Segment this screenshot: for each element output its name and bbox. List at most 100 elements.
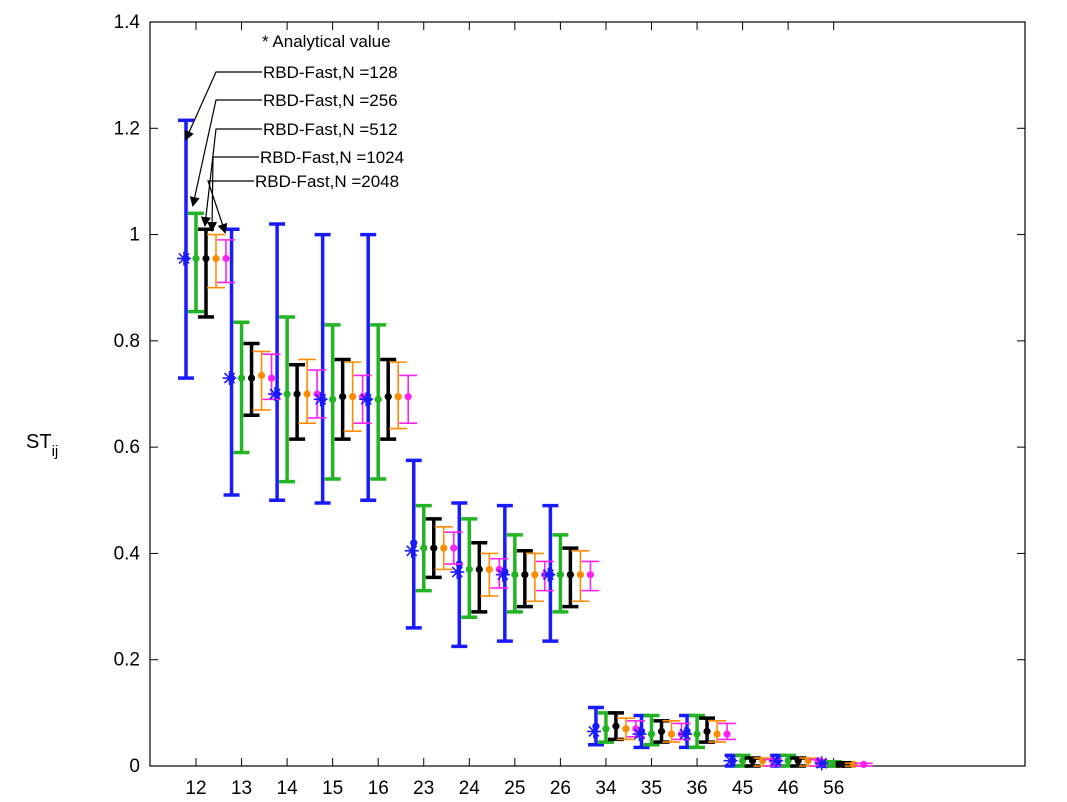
- mean-point: [749, 757, 757, 765]
- x-axis: 12 13 14 15 16 23 24 25 26 34 35 36 45 46 56: [185, 22, 844, 799]
- marker-stroke: [315, 393, 327, 405]
- mean-point: [860, 760, 868, 769]
- marker-stroke: [725, 755, 737, 767]
- analytical-value-label: * Analytical value: [262, 32, 391, 51]
- analytical-marker: [359, 392, 374, 407]
- analytical-marker: [678, 727, 693, 742]
- x-tick-label: 26: [550, 778, 571, 799]
- y-tick-label: 0.2: [114, 650, 140, 671]
- mean-point: [794, 757, 802, 765]
- mean-point: [657, 727, 666, 736]
- mean-point: [804, 757, 812, 765]
- x-tick-label: 23: [413, 778, 434, 799]
- mean-point: [349, 393, 357, 401]
- analytical-marker: [586, 724, 601, 739]
- marker-stroke: [451, 566, 463, 578]
- y-axis-label-subscript: ij: [52, 443, 59, 460]
- mean-point: [247, 374, 256, 382]
- analytical-marker: [541, 567, 556, 582]
- mean-point: [329, 395, 337, 403]
- marker-stroke: [178, 252, 190, 265]
- mean-point: [840, 760, 848, 769]
- marker-stroke: [770, 755, 782, 767]
- mean-point: [647, 730, 656, 738]
- series-5: [217, 239, 873, 769]
- mean-point: [384, 393, 392, 401]
- analytical-marker: [222, 371, 237, 386]
- y-tick-label: 0.6: [114, 437, 140, 458]
- analytical-marker: [313, 392, 328, 407]
- marker-stroke: [588, 725, 600, 738]
- mean-point: [531, 571, 539, 579]
- y-axis-label: STij: [26, 431, 58, 460]
- marker-stroke: [406, 545, 418, 557]
- marker-stroke: [679, 728, 691, 740]
- analytical-marker: [632, 727, 647, 742]
- mean-point: [222, 254, 230, 263]
- analytical-marker: [404, 543, 419, 558]
- x-tick-label: 56: [823, 778, 844, 799]
- y-tick-label: 1: [129, 225, 140, 246]
- mean-point: [759, 757, 767, 765]
- y-tick-label: 0: [129, 756, 140, 777]
- mean-point: [475, 565, 483, 573]
- mean-point: [511, 571, 519, 579]
- x-tick-label: 34: [595, 778, 617, 799]
- series-3: [198, 227, 852, 769]
- annotation-arrow: [207, 156, 259, 232]
- series-annotation-label: RBD-Fast,N =256: [263, 91, 398, 110]
- mean-point: [667, 730, 676, 738]
- mean-point: [374, 395, 382, 403]
- mean-point: [485, 565, 493, 573]
- y-tick-label: 0.8: [114, 331, 140, 352]
- marker-stroke: [269, 388, 281, 400]
- x-tick-label: 13: [231, 778, 252, 799]
- analytical-marker: [177, 251, 191, 266]
- mean-point: [192, 254, 200, 263]
- mean-point: [521, 571, 529, 579]
- mean-point: [450, 544, 458, 552]
- mean-point: [440, 544, 448, 552]
- mean-point: [420, 544, 428, 552]
- mean-point: [850, 760, 858, 769]
- annotation-arrow: [184, 71, 262, 141]
- x-tick-label: 46: [778, 778, 799, 799]
- analytical-marker: [268, 387, 283, 401]
- mean-point: [212, 254, 220, 263]
- mean-point: [784, 757, 792, 765]
- x-tick-label: 15: [322, 778, 343, 799]
- mean-point: [612, 722, 620, 730]
- analytical-marker: [723, 753, 738, 768]
- marker-stroke: [542, 569, 554, 581]
- x-tick-label: 16: [368, 778, 389, 799]
- mean-point: [739, 757, 747, 765]
- y-axis-label-main: ST: [26, 431, 52, 453]
- x-tick-label: 24: [459, 778, 481, 799]
- mean-point: [430, 544, 438, 552]
- y-tick-label: 1.2: [114, 118, 140, 139]
- annotation-arrow: [200, 128, 262, 227]
- marker-stroke: [497, 569, 509, 581]
- mean-point: [394, 393, 402, 401]
- series-annotation-label: RBD-Fast,N =128: [263, 63, 398, 82]
- marker-stroke: [816, 757, 828, 769]
- series-annotation-label: RBD-Fast,N =512: [263, 120, 398, 139]
- marker-stroke: [360, 393, 372, 405]
- y-tick-label: 1.4: [114, 12, 141, 33]
- x-tick-label: 36: [686, 778, 707, 799]
- mean-point: [566, 571, 575, 579]
- x-tick-label: 25: [504, 778, 525, 799]
- mean-point: [202, 254, 210, 263]
- mean-point: [267, 374, 276, 382]
- mean-point: [303, 390, 311, 398]
- analytical-marker: [450, 565, 465, 580]
- analytical-marker: [814, 756, 829, 771]
- mean-point: [693, 730, 701, 738]
- x-tick-label: 14: [277, 778, 299, 799]
- annotation-arrow: [189, 99, 262, 207]
- x-tick-label: 35: [641, 778, 662, 799]
- mean-point: [586, 571, 595, 579]
- annotation-arrow: [207, 180, 254, 234]
- annotation-layer: * Analytical value RBD-Fast,N =128 RBD-Fa…: [184, 32, 404, 234]
